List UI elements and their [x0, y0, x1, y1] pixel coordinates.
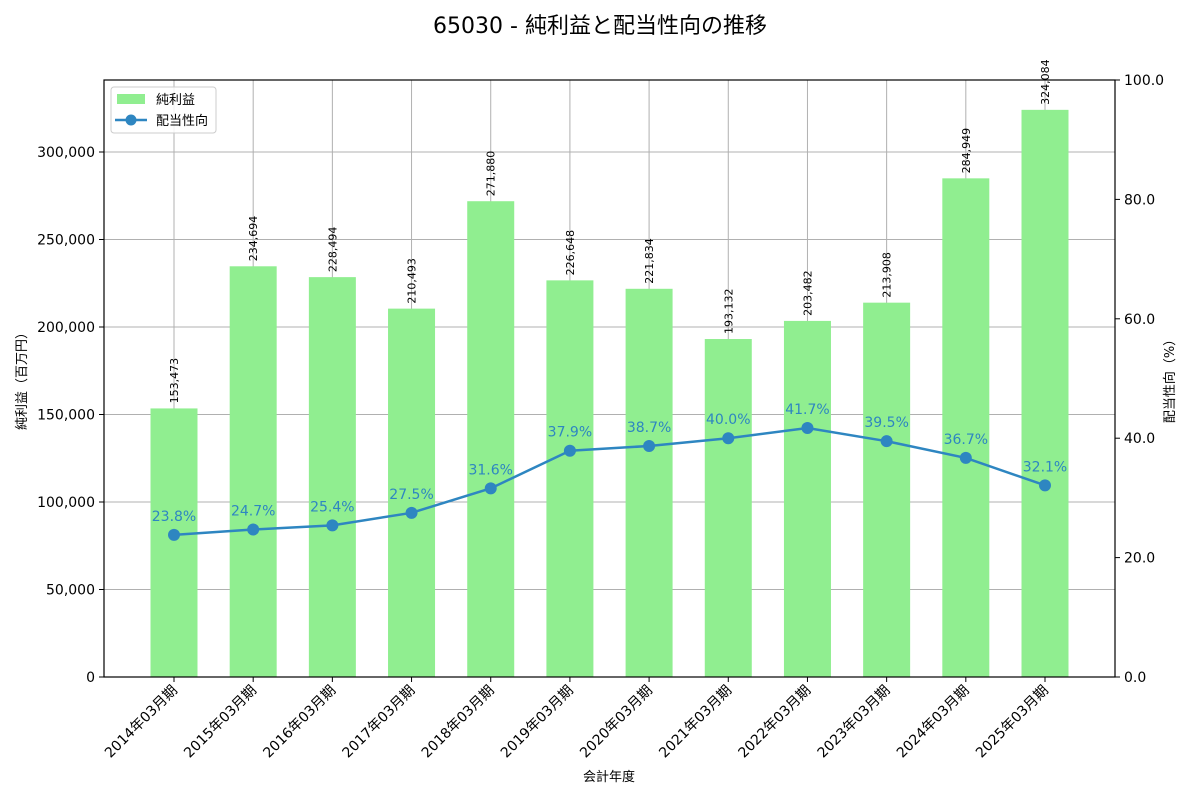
bar [625, 288, 673, 677]
bar-value-label: 193,132 [722, 289, 735, 335]
left-y-axis: 0 50,000 100,000 150,000 200,000 250,000 300,0… [37, 145, 104, 686]
payout-ratio-label: 39.5% [864, 415, 908, 431]
legend-marker-icon [125, 114, 137, 126]
bar [308, 277, 356, 677]
bar-value-label: 234,694 [247, 216, 260, 262]
line-marker [168, 528, 180, 541]
bar [704, 339, 752, 677]
line-series-payout-ratio [168, 422, 1051, 541]
bar [1021, 109, 1069, 677]
legend-label-net-income: 純利益 [156, 93, 195, 108]
x-axis: 2014年03月期 2015年03月期 2016年03月期 2017年03月期 2018… [102, 677, 1052, 761]
line-value-labels: 23.8% 24.7% 25.4% 27.5% 31.6% 37.9% 38.7% 40.0%… [152, 402, 1067, 525]
x-tick-label: 2017年03月期 [340, 683, 419, 762]
right-tick-label: 0.0 [1124, 670, 1146, 686]
chart-title: 65030 - 純利益と配当性向の推移 [433, 14, 767, 39]
x-tick-label: 2025年03月期 [973, 683, 1052, 762]
bar [783, 320, 831, 677]
payout-ratio-label: 31.6% [468, 462, 512, 478]
left-tick-label: 50,000 [46, 583, 95, 599]
right-tick-label: 80.0 [1124, 192, 1155, 208]
x-tick-label: 2018年03月期 [419, 683, 498, 762]
payout-ratio-line [173, 426, 1046, 537]
bar [388, 308, 436, 677]
bar-value-label: 324,084 [1039, 59, 1052, 105]
line-marker [405, 506, 418, 519]
bar-value-labels: 153,473 234,694 228,494 210,493 271,880 226,6… [168, 59, 1052, 403]
payout-ratio-label: 32.1% [1023, 459, 1067, 475]
line-marker [484, 482, 497, 495]
x-tick-label: 2023年03月期 [815, 683, 894, 762]
x-tick-label: 2024年03月期 [894, 683, 973, 762]
bar-value-label: 226,648 [564, 230, 577, 276]
bar-value-label: 210,493 [406, 258, 419, 304]
left-axis-label: 純利益（百万円） [15, 326, 30, 430]
left-tick-label: 150,000 [37, 408, 95, 424]
line-marker [880, 435, 893, 448]
x-tick-label: 2015年03月期 [181, 683, 260, 762]
bar-value-label: 153,473 [168, 358, 181, 404]
bar [863, 302, 911, 677]
payout-ratio-label: 27.5% [389, 487, 433, 503]
x-tick-label: 2020年03月期 [577, 683, 656, 762]
legend: 純利益 配当性向 [110, 86, 217, 134]
line-marker [326, 519, 339, 532]
left-tick-label: 300,000 [37, 145, 95, 161]
x-tick-label: 2021年03月期 [656, 683, 735, 762]
line-marker [801, 422, 814, 435]
line-marker [563, 444, 576, 457]
legend-label-payout-ratio: 配当性向 [156, 113, 208, 129]
payout-ratio-label: 23.8% [152, 509, 196, 525]
line-marker [722, 432, 735, 445]
payout-ratio-label: 25.4% [310, 499, 354, 515]
x-tick-label: 2016年03月期 [260, 683, 339, 762]
bar [546, 280, 594, 677]
left-tick-label: 200,000 [37, 320, 95, 336]
right-axis-label: 配当性向（%） [1162, 333, 1178, 423]
payout-ratio-label: 40.0% [706, 412, 750, 428]
left-tick-label: 0 [86, 670, 95, 686]
bar-value-label: 271,880 [485, 151, 498, 197]
right-y-axis: 0.0 20.0 40.0 60.0 80.0 100.0 [1115, 73, 1164, 686]
bar [942, 178, 990, 677]
plot-frame [103, 79, 1116, 678]
bar [150, 408, 198, 677]
payout-ratio-label: 37.9% [548, 425, 592, 441]
right-tick-label: 60.0 [1124, 312, 1155, 328]
line-marker [247, 523, 260, 536]
right-tick-label: 20.0 [1124, 551, 1155, 567]
x-axis-label: 会計年度 [583, 769, 635, 785]
payout-ratio-label: 36.7% [944, 432, 988, 448]
x-tick-label: 2022年03月期 [735, 683, 814, 762]
payout-ratio-label: 24.7% [231, 504, 275, 520]
bar-value-label: 203,482 [801, 270, 814, 316]
line-marker [959, 451, 972, 464]
line-marker [1039, 479, 1051, 492]
bar-value-label: 213,908 [881, 252, 894, 298]
line-marker [643, 439, 656, 452]
payout-ratio-label: 38.7% [627, 420, 671, 436]
legend-bar-swatch [117, 94, 145, 104]
right-tick-label: 100.0 [1124, 73, 1164, 89]
x-tick-label: 2019年03月期 [498, 683, 577, 762]
payout-ratio-label: 41.7% [785, 402, 829, 418]
bar [229, 266, 277, 677]
bar-value-label: 284,949 [960, 128, 973, 174]
bar-value-label: 221,834 [643, 238, 656, 284]
right-tick-label: 40.0 [1124, 431, 1155, 447]
bar [467, 201, 515, 677]
left-tick-label: 250,000 [37, 233, 95, 249]
bar-series-net-income [150, 109, 1069, 677]
x-tick-label: 2014年03月期 [102, 683, 181, 762]
bar-value-label: 228,494 [326, 227, 339, 273]
left-tick-label: 100,000 [37, 495, 95, 511]
